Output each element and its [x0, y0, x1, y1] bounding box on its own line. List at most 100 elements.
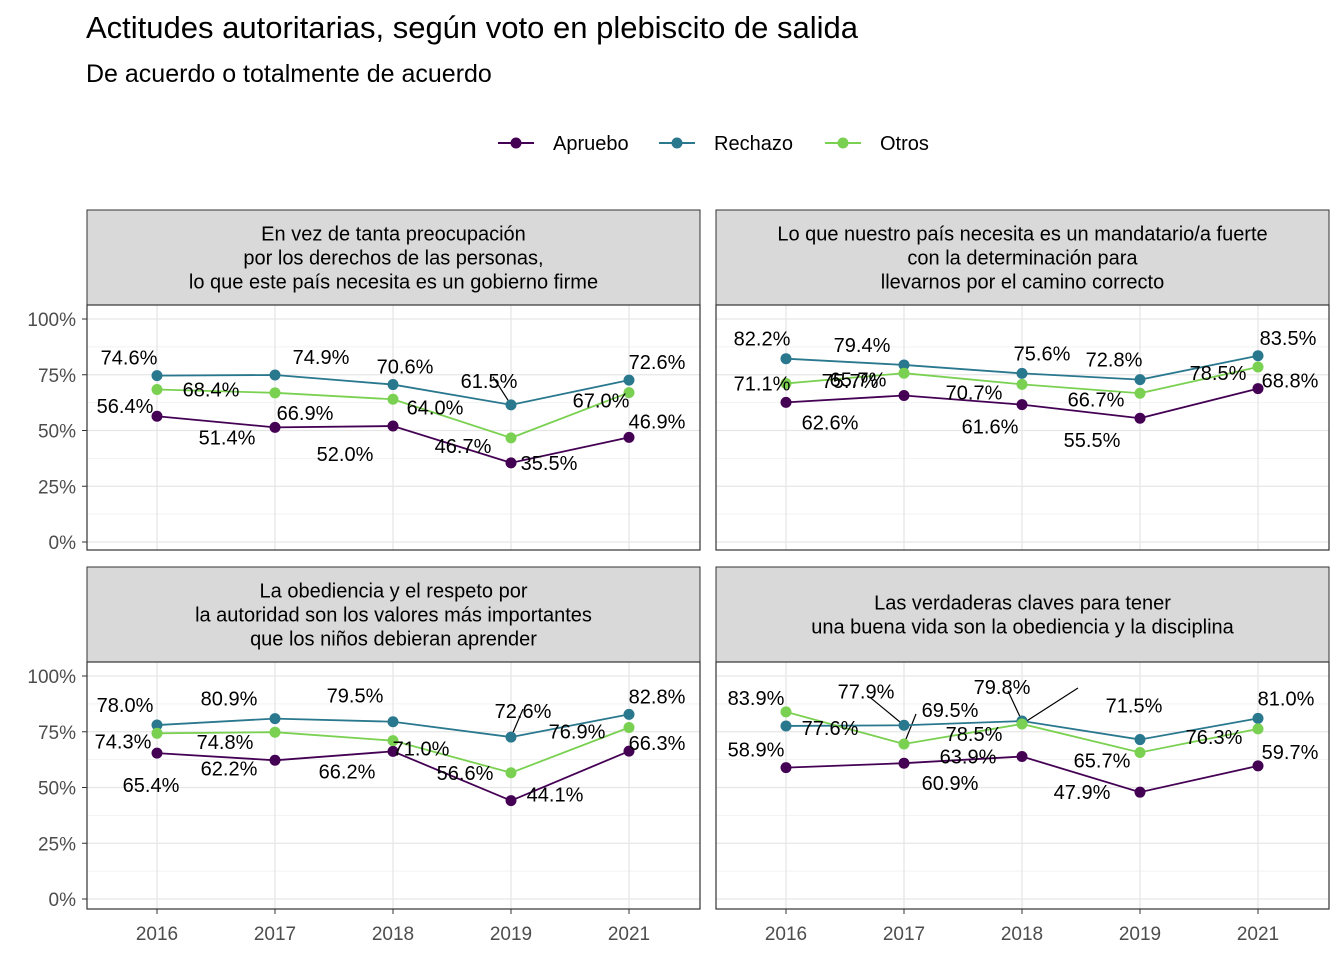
panel-title-line: con la determinación para: [907, 248, 1138, 270]
x-tick-label: 2018: [1001, 924, 1043, 945]
data-point-rechazo: [1252, 712, 1264, 724]
data-label: 52.0%: [317, 444, 374, 466]
y-tick-label: 75%: [38, 723, 76, 744]
data-point-otros: [387, 735, 399, 747]
label-leader: [1007, 690, 1023, 722]
data-label: 69.5%: [922, 700, 979, 722]
data-label: 74.3%: [95, 731, 152, 753]
data-point-rechazo: [623, 374, 635, 386]
panel-2: Lo que nuestro país necesita es un manda…: [715, 209, 1330, 551]
data-point-apruebo: [1016, 751, 1028, 763]
data-point-rechazo: [505, 731, 517, 743]
data-label: 59.7%: [1262, 742, 1319, 764]
data-point-apruebo: [151, 410, 163, 422]
data-label: 82.2%: [734, 329, 791, 351]
data-label: 66.3%: [629, 733, 686, 755]
data-point-rechazo: [269, 369, 281, 381]
data-point-rechazo: [151, 719, 163, 731]
data-label: 64.0%: [407, 397, 464, 419]
x-tick-label: 2016: [136, 924, 178, 945]
panel-border: [715, 304, 1330, 551]
data-point-otros: [505, 767, 517, 779]
y-tick-label: 50%: [38, 422, 76, 443]
data-point-apruebo: [387, 420, 399, 432]
data-label: 77.6%: [802, 718, 859, 740]
legend-dot: [671, 137, 683, 149]
panel-title-line: Las verdaderas claves para tener: [874, 593, 1171, 615]
y-tick-label: 100%: [27, 310, 76, 331]
data-point-rechazo: [1134, 734, 1146, 746]
legend-label: Rechazo: [714, 133, 793, 155]
panel-title-line: llevarnos por el camino correcto: [881, 272, 1164, 294]
data-label: 76.3%: [1186, 727, 1243, 749]
data-label: 78.5%: [1190, 363, 1247, 385]
panel-title-line: por los derechos de las personas,: [243, 248, 543, 270]
data-label: 61.6%: [962, 417, 1019, 439]
panel-title-line: En vez de tanta preocupación: [261, 224, 526, 246]
data-label: 83.9%: [728, 688, 785, 710]
data-point-apruebo: [505, 795, 517, 807]
data-label: 68.8%: [1262, 371, 1319, 393]
x-tick-label: 2019: [1119, 924, 1161, 945]
data-label: 65.7%: [830, 369, 887, 391]
data-label: 51.4%: [199, 427, 256, 449]
panel-title-line: que los niños debieran aprender: [250, 629, 537, 651]
data-label: 83.5%: [1260, 328, 1317, 350]
data-label: 68.4%: [183, 379, 240, 401]
x-tick-label: 2021: [608, 924, 650, 945]
panel-strip: [715, 566, 1330, 663]
data-label: 66.9%: [277, 403, 334, 425]
data-label: 66.2%: [319, 761, 376, 783]
data-label: 56.4%: [97, 396, 154, 418]
data-label: 81.0%: [1258, 688, 1315, 710]
data-label: 75.7%: [822, 371, 879, 393]
data-label: 61.5%: [461, 371, 518, 393]
legend-dot: [510, 137, 522, 149]
panel-strip: [86, 209, 701, 306]
data-label: 65.4%: [123, 775, 180, 797]
data-point-apruebo: [1016, 399, 1028, 411]
panel-border: [86, 304, 701, 551]
panel-title-line: una buena vida son la obediencia y la di…: [811, 617, 1234, 639]
data-label: 62.2%: [201, 758, 258, 780]
data-point-rechazo: [505, 399, 517, 411]
data-point-apruebo: [623, 431, 635, 443]
data-label: 46.7%: [435, 436, 492, 458]
legend-dot: [837, 137, 849, 149]
data-point-rechazo: [780, 720, 792, 732]
legend-entry-rechazo: Rechazo: [659, 133, 793, 155]
panel-title-line: la autoridad son los valores más importa…: [195, 605, 592, 627]
data-point-otros: [898, 738, 910, 750]
data-point-apruebo: [505, 457, 517, 469]
data-label: 79.8%: [974, 677, 1031, 699]
panel-title-line: La obediencia y el respeto por: [260, 581, 528, 603]
data-point-rechazo: [898, 719, 910, 731]
panel-title-line: Lo que nuestro país necesita es un manda…: [777, 224, 1267, 246]
data-point-apruebo: [1134, 412, 1146, 424]
data-point-otros: [1134, 387, 1146, 399]
data-label: 35.5%: [521, 453, 578, 475]
data-label: 46.9%: [629, 411, 686, 433]
data-label: 55.5%: [1064, 430, 1121, 452]
legend-entry-otros: Otros: [825, 133, 929, 155]
y-tick-label: 75%: [38, 366, 76, 387]
legend-entry-apruebo: Apruebo: [498, 133, 629, 155]
data-point-rechazo: [387, 379, 399, 391]
data-label: 78.0%: [97, 695, 154, 717]
data-label: 67.0%: [573, 391, 630, 413]
data-label: 62.6%: [802, 412, 859, 434]
data-label: 79.5%: [327, 686, 384, 708]
y-tick-label: 100%: [27, 667, 76, 688]
chart-title: Actitudes autoritarias, según voto en pl…: [86, 10, 859, 45]
data-label: 76.9%: [549, 722, 606, 744]
data-label: 44.1%: [527, 785, 584, 807]
data-point-otros: [505, 432, 517, 444]
data-point-apruebo: [898, 757, 910, 769]
data-point-otros: [623, 387, 635, 399]
x-tick-label: 2017: [254, 924, 296, 945]
data-point-otros: [151, 727, 163, 739]
y-tick-label: 25%: [38, 477, 76, 498]
